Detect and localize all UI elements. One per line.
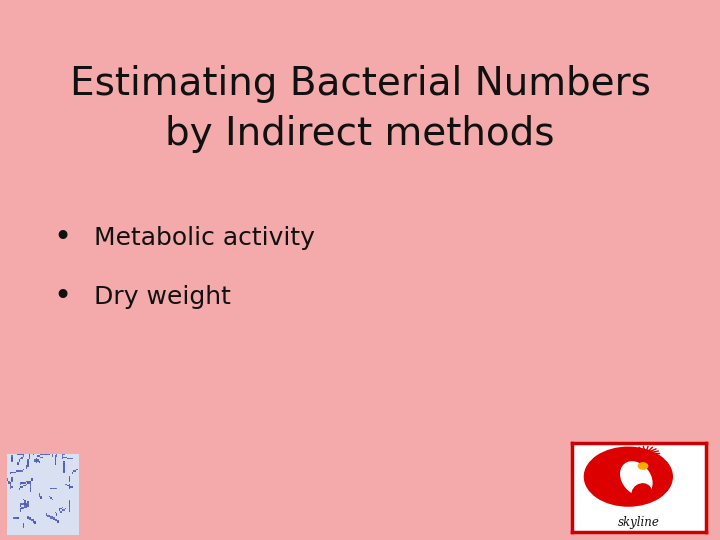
Text: •: •: [54, 223, 72, 252]
Circle shape: [639, 463, 648, 469]
Text: Metabolic activity: Metabolic activity: [94, 226, 315, 249]
Text: skyline: skyline: [618, 516, 660, 529]
Text: Estimating Bacterial Numbers
by Indirect methods: Estimating Bacterial Numbers by Indirect…: [70, 65, 650, 153]
Ellipse shape: [621, 462, 652, 495]
Ellipse shape: [632, 484, 651, 502]
Circle shape: [585, 447, 672, 506]
Text: •: •: [54, 282, 72, 312]
Text: Dry weight: Dry weight: [94, 285, 230, 309]
